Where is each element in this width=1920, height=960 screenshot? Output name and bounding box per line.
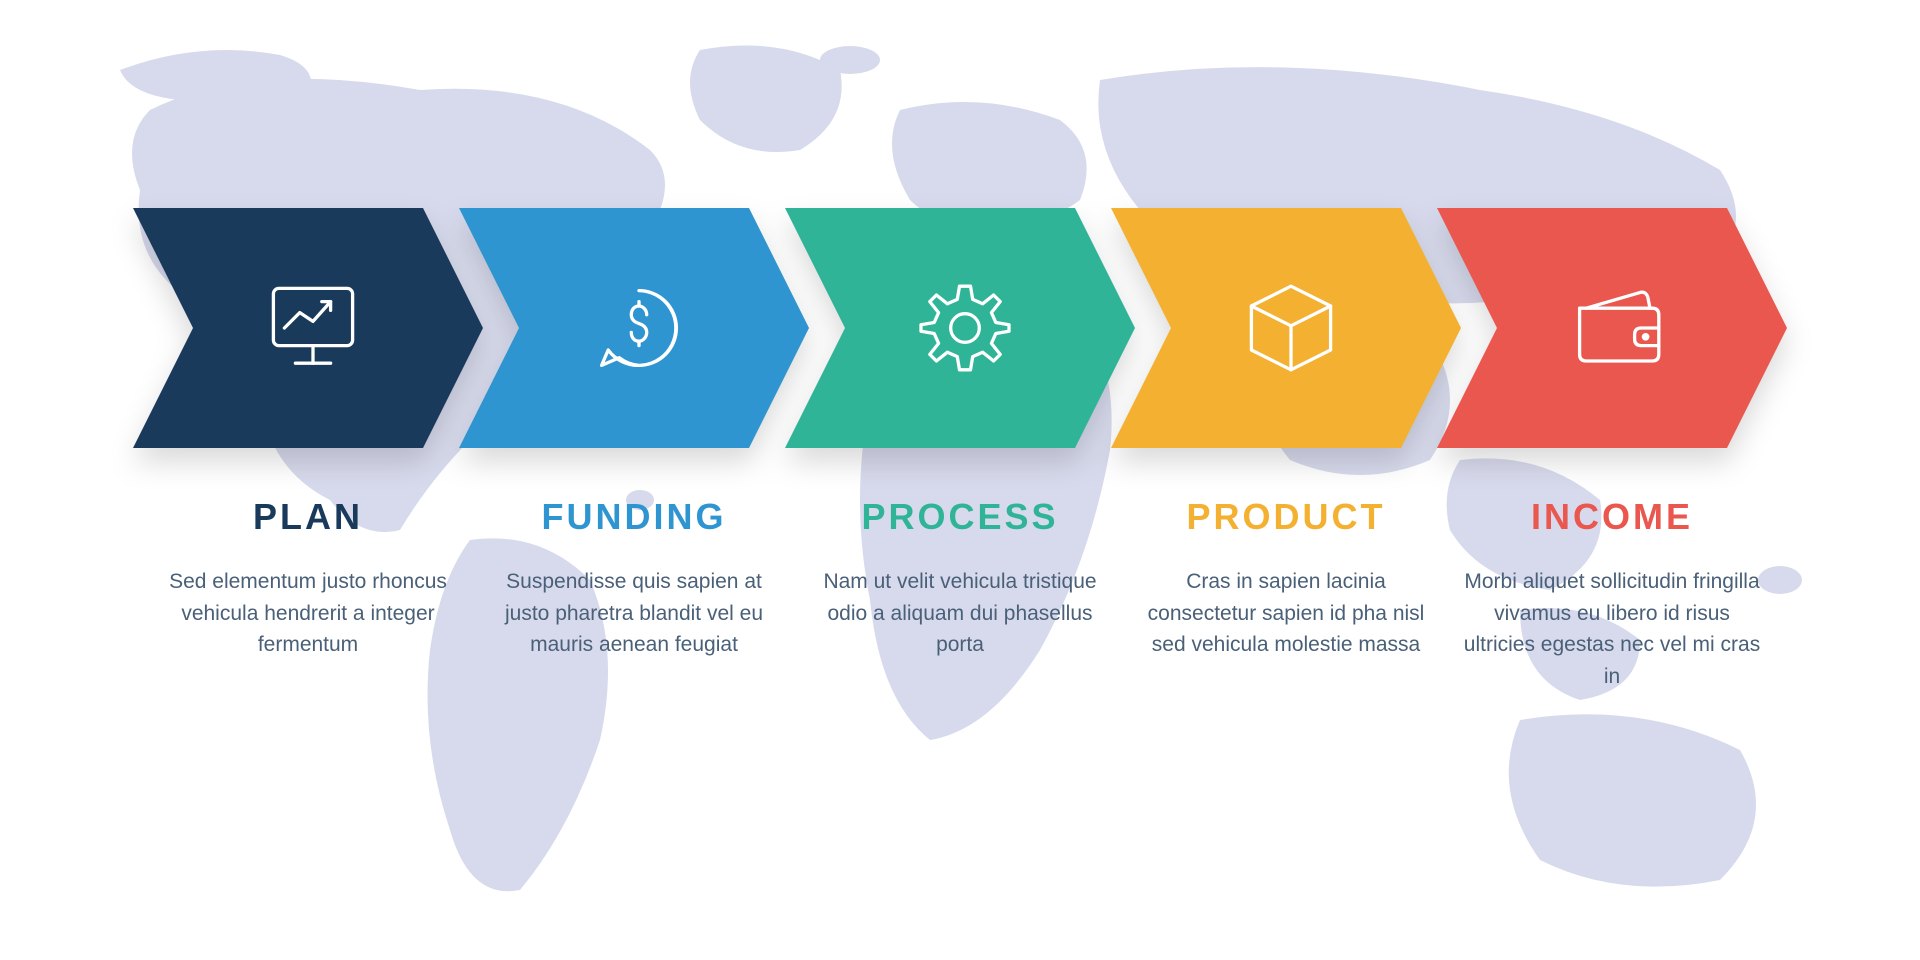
step-description: Morbi aliquet sollicitudin fringilla viv…: [1463, 566, 1761, 692]
dollar-bubble-icon: [584, 273, 694, 383]
label-block-plan: PLAN Sed elementum justo rhoncus vehicul…: [145, 496, 471, 692]
step-description: Cras in sapien lacinia consectetur sapie…: [1137, 566, 1435, 661]
label-block-funding: FUNDING Suspendisse quis sapien at justo…: [471, 496, 797, 692]
step-description: Nam ut velit vehicula tristique odio a a…: [811, 566, 1109, 661]
cube-icon: [1236, 273, 1346, 383]
arrow-step-product: [1111, 208, 1461, 448]
label-block-product: PRODUCT Cras in sapien lacinia consectet…: [1123, 496, 1449, 692]
arrow-step-plan: [133, 208, 483, 448]
step-description: Sed elementum justo rhoncus vehicula hen…: [159, 566, 457, 661]
wallet-icon: [1562, 273, 1672, 383]
step-title: FUNDING: [485, 496, 783, 538]
arrow-step-funding: [459, 208, 809, 448]
labels-row: PLAN Sed elementum justo rhoncus vehicul…: [100, 496, 1820, 692]
step-title: PRODUCT: [1137, 496, 1435, 538]
arrow-step-process: [785, 208, 1135, 448]
step-title: PLAN: [159, 496, 457, 538]
step-title: PROCESS: [811, 496, 1109, 538]
arrow-row: [100, 208, 1820, 448]
monitor-chart-icon: [258, 273, 368, 383]
infographic: PLAN Sed elementum justo rhoncus vehicul…: [0, 0, 1920, 960]
label-block-income: INCOME Morbi aliquet sollicitudin fringi…: [1449, 496, 1775, 692]
step-description: Suspendisse quis sapien at justo pharetr…: [485, 566, 783, 661]
gear-icon: [910, 273, 1020, 383]
label-block-process: PROCESS Nam ut velit vehicula tristique …: [797, 496, 1123, 692]
step-title: INCOME: [1463, 496, 1761, 538]
arrow-step-income: [1437, 208, 1787, 448]
